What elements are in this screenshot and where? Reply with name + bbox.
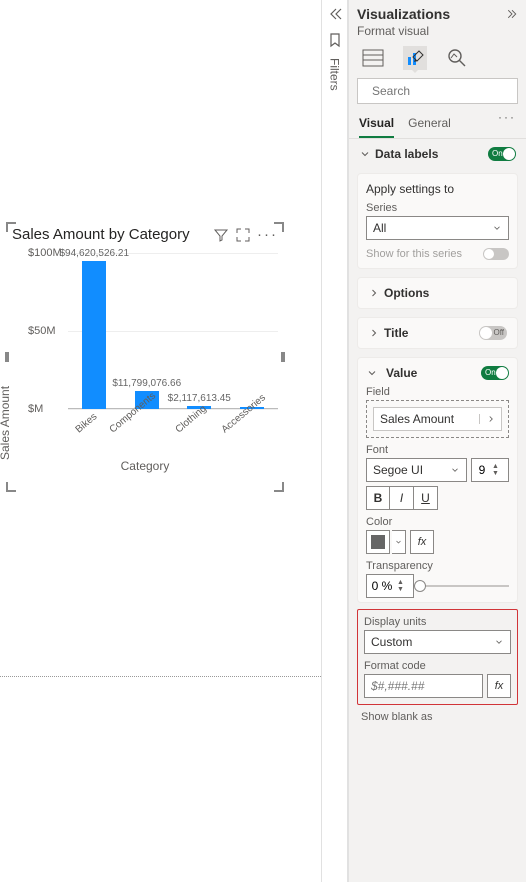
analytics-icon[interactable] <box>445 46 469 70</box>
bold-button[interactable]: B <box>366 486 390 510</box>
field-chevron-icon[interactable] <box>479 414 501 424</box>
field-well[interactable]: Sales Amount <box>366 400 509 438</box>
font-family-select[interactable]: Segoe UI <box>366 458 467 482</box>
highlighted-region: Display units Custom Format code $#,###.… <box>357 609 518 705</box>
card-apply-settings: Apply settings to Series All Show for th… <box>357 173 518 269</box>
show-for-series-label: Show for this series <box>366 248 479 260</box>
underline-button[interactable]: U <box>414 486 438 510</box>
focus-mode-icon[interactable] <box>235 227 251 243</box>
build-visual-icon[interactable] <box>361 46 385 70</box>
tab-visual[interactable]: Visual <box>359 110 394 138</box>
x-axis-label: Category <box>6 459 284 473</box>
section-title[interactable]: Title Off <box>358 318 517 348</box>
filters-strip: Filters <box>321 0 347 882</box>
transparency-input[interactable]: ▲▼ <box>366 574 414 598</box>
italic-button[interactable]: I <box>390 486 414 510</box>
chevron-down-icon <box>359 148 371 160</box>
y-axis-label: Sales Amount <box>0 386 12 460</box>
show-blank-as-label: Show blank as <box>349 709 526 723</box>
section-options[interactable]: Options <box>358 278 517 308</box>
field-value: Sales Amount <box>374 412 479 426</box>
display-units-select[interactable]: Custom <box>364 630 511 654</box>
chevron-right-icon <box>368 287 380 299</box>
tab-general[interactable]: General <box>408 110 451 138</box>
chevron-down-icon <box>450 465 460 475</box>
font-size-input[interactable]: ▲▼ <box>471 458 509 482</box>
tabs-more-icon[interactable]: ··· <box>498 110 516 138</box>
section-data-labels[interactable]: Data labels On <box>349 139 526 169</box>
series-select[interactable]: All <box>366 216 509 240</box>
format-code-input[interactable]: $#,###.## <box>364 674 483 698</box>
toggle-data-labels[interactable]: On <box>488 147 516 161</box>
format-visual-icon[interactable] <box>403 46 427 70</box>
expand-panel-icon[interactable] <box>506 8 518 20</box>
chevron-down-icon <box>492 223 502 233</box>
chart-visual[interactable]: Sales Amount by Category ··· Sales Amoun… <box>6 222 284 492</box>
chart-title: Sales Amount by Category <box>12 226 207 243</box>
toggle-value[interactable]: On <box>481 366 509 380</box>
toggle-show-for-series <box>483 248 509 260</box>
visualizations-panel: Visualizations Format visual Visual Gene… <box>348 0 526 882</box>
format-code-fx-button[interactable]: fx <box>487 674 511 698</box>
search-input[interactable] <box>357 78 518 104</box>
chevron-right-icon <box>368 327 380 339</box>
page-divider <box>0 676 321 677</box>
bookmark-icon[interactable] <box>327 32 343 48</box>
chevron-down-icon <box>366 367 378 379</box>
card-value: Value On Field Sales Amount Font Segoe U… <box>357 357 518 603</box>
color-picker[interactable] <box>366 530 390 554</box>
panel-title: Visualizations <box>357 6 450 22</box>
chevron-down-icon[interactable] <box>392 530 406 554</box>
collapse-icon[interactable] <box>327 6 343 22</box>
toggle-title[interactable]: Off <box>479 326 507 340</box>
filters-label[interactable]: Filters <box>328 58 342 91</box>
transparency-slider[interactable] <box>420 585 509 587</box>
color-fx-button[interactable]: fx <box>410 530 434 554</box>
filter-icon[interactable] <box>213 227 229 243</box>
panel-subtitle: Format visual <box>349 24 526 44</box>
chevron-down-icon <box>494 637 504 647</box>
chart-plot: $100M$50M$M $94,620,526.21$11,799,076.66… <box>28 247 278 417</box>
